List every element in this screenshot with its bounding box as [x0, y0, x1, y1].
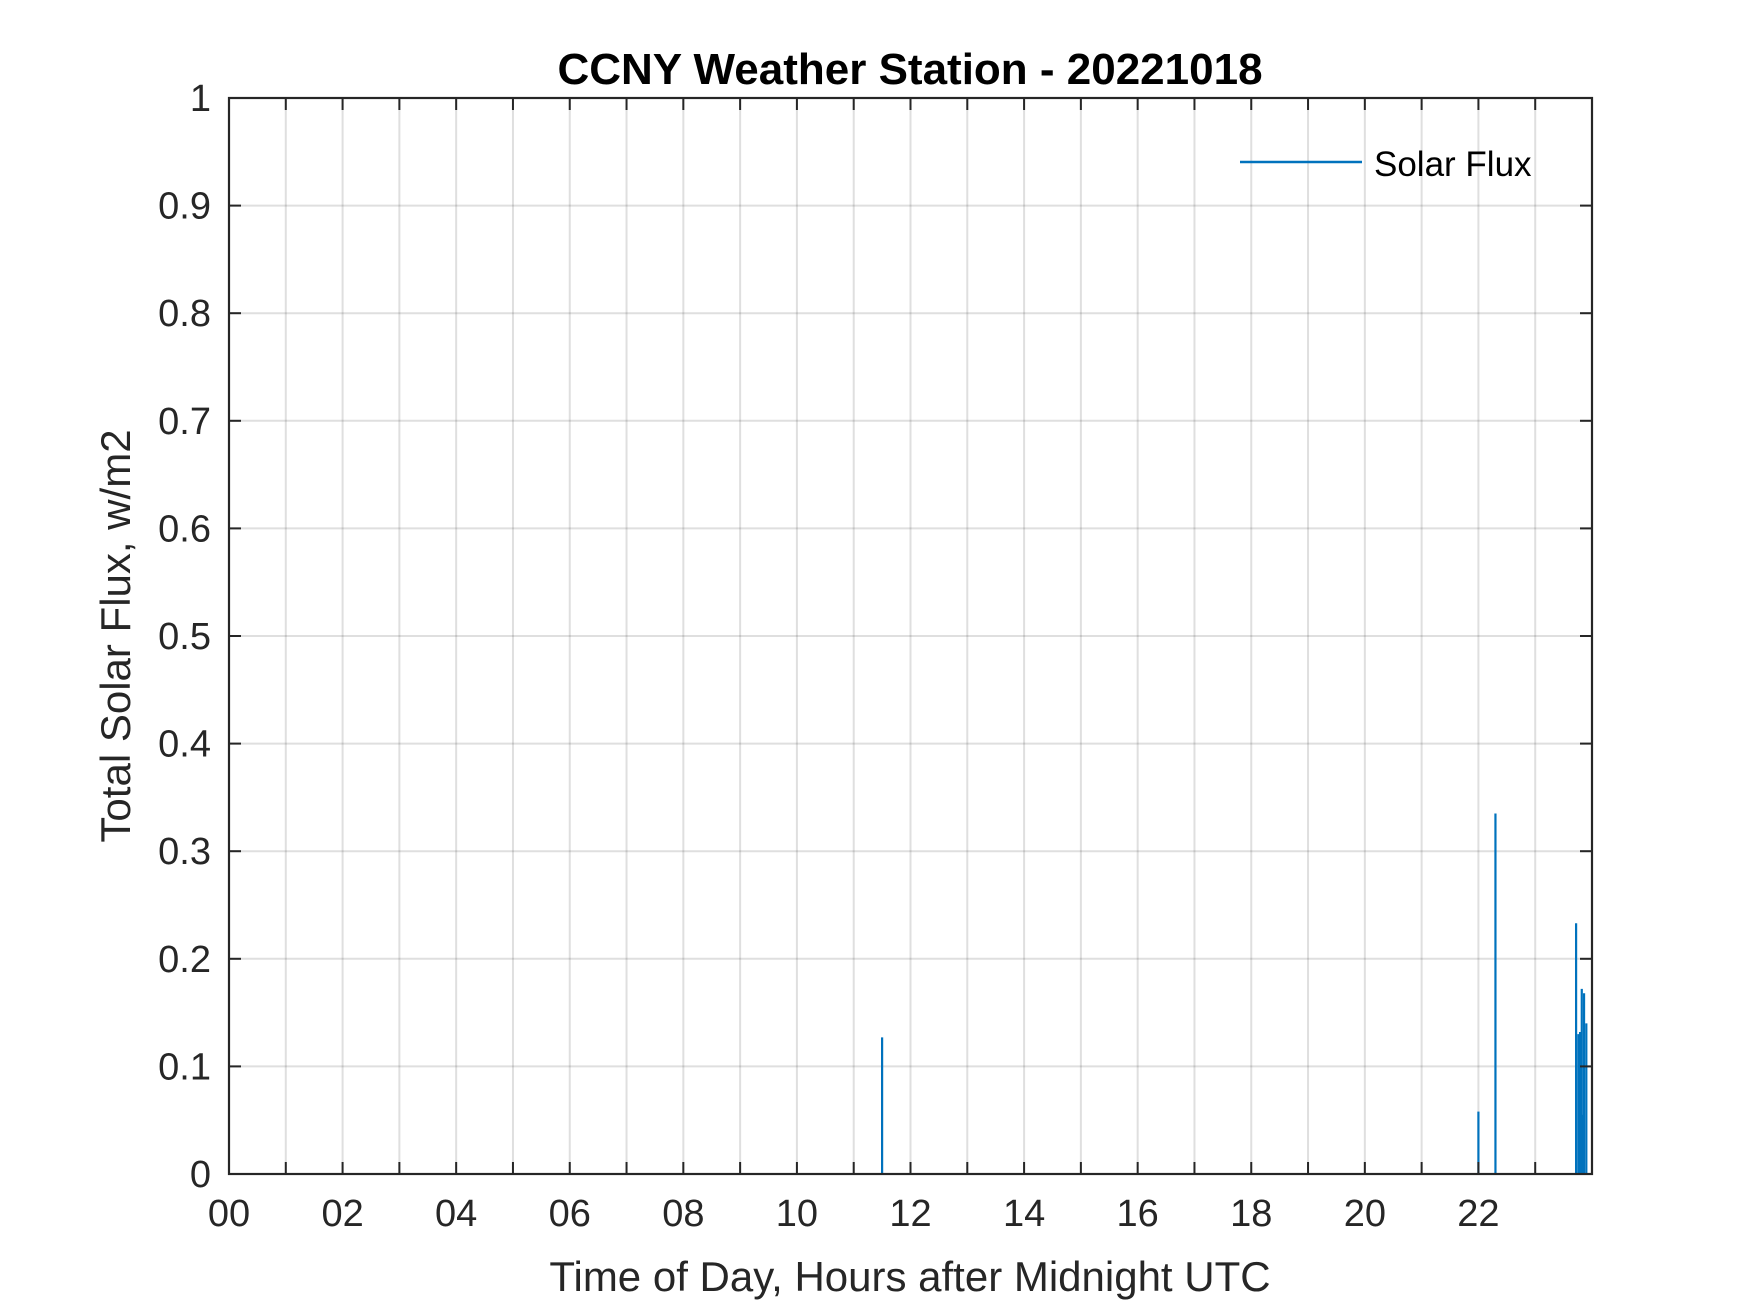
- x-tick-label: 12: [889, 1193, 931, 1235]
- x-tick-label: 14: [1003, 1193, 1045, 1235]
- x-tick-label: 22: [1457, 1193, 1499, 1235]
- x-tick-labels: 00 02 04 06 08 10 12 14 16 18 20 22: [208, 1193, 1500, 1235]
- y-tick-label: 0.9: [158, 186, 211, 228]
- x-tick-label: 16: [1117, 1193, 1159, 1235]
- x-tick-label: 06: [549, 1193, 591, 1235]
- data-series: [881, 813, 1588, 1174]
- y-tick-label: 0.3: [158, 831, 211, 873]
- x-tick-label: 20: [1344, 1193, 1386, 1235]
- ticks: [228, 97, 1592, 1175]
- grid: [229, 98, 1592, 1174]
- chart-title: CCNY Weather Station - 20221018: [557, 45, 1262, 94]
- x-tick-label: 18: [1230, 1193, 1272, 1235]
- y-tick-label: 0.7: [158, 401, 211, 443]
- y-tick-label: 0.4: [158, 724, 211, 766]
- y-tick-label: 0.5: [158, 616, 211, 658]
- x-tick-label: 02: [321, 1193, 363, 1235]
- x-tick-label: 04: [435, 1193, 477, 1235]
- y-tick-label: 0.1: [158, 1046, 211, 1088]
- plot-area: [229, 98, 1592, 1174]
- y-tick-label: 1: [190, 78, 211, 120]
- x-tick-label: 00: [208, 1193, 250, 1235]
- x-tick-label: 08: [662, 1193, 704, 1235]
- legend: Solar Flux: [1240, 145, 1532, 184]
- x-tick-label: 10: [776, 1193, 818, 1235]
- y-tick-labels: 0 0.1 0.2 0.3 0.4 0.5 0.6 0.7 0.8 0.9 1: [158, 78, 211, 1196]
- y-tick-label: 0: [190, 1154, 211, 1196]
- y-tick-label: 0.6: [158, 508, 211, 550]
- y-axis-label: Total Solar Flux, w/m2: [92, 429, 139, 842]
- x-axis-label: Time of Day, Hours after Midnight UTC: [549, 1253, 1270, 1300]
- legend-label-solar-flux: Solar Flux: [1374, 145, 1532, 184]
- y-tick-label: 0.8: [158, 293, 211, 335]
- y-tick-label: 0.2: [158, 939, 211, 981]
